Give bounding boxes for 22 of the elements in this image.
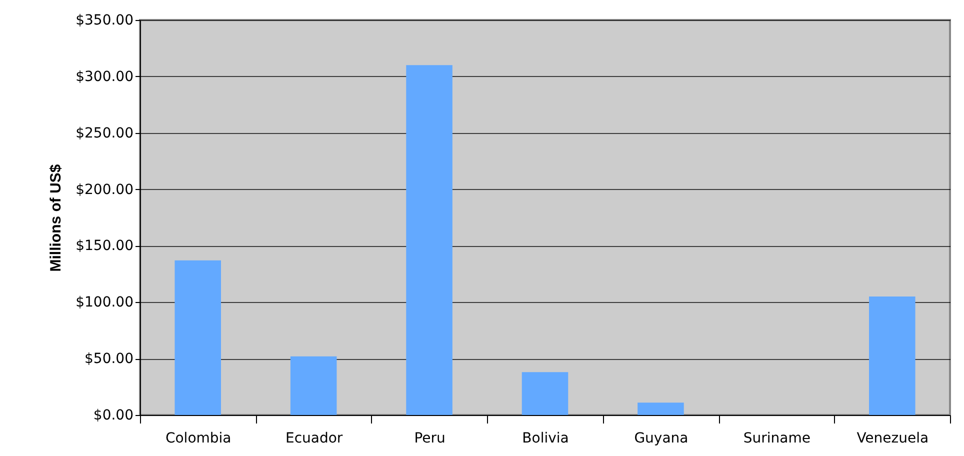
y-tick-label: $100.00: [76, 294, 134, 311]
y-tick-label: $300.00: [76, 68, 134, 85]
y-tick-label: $250.00: [76, 125, 134, 142]
bar: [522, 372, 568, 415]
x-tick-label: Guyana: [634, 430, 688, 446]
bar: [290, 356, 337, 415]
bar: [638, 402, 684, 415]
y-tick-label: $200.00: [76, 182, 134, 198]
bar: [174, 260, 221, 415]
x-tick-label: Colombia: [165, 430, 232, 446]
bar: [869, 296, 916, 415]
y-tick-label: $0.00: [93, 408, 134, 424]
y-tick-label: $350.00: [76, 12, 134, 28]
x-tick-label: Bolivia: [522, 430, 569, 446]
x-tick-label: Venezuela: [856, 430, 929, 446]
y-tick-label: $50.00: [84, 351, 134, 368]
x-tick-label: Ecuador: [285, 430, 343, 446]
x-tick-label: Peru: [414, 430, 446, 446]
y-axis-title: Millions of US$: [48, 164, 65, 272]
bar: [406, 65, 452, 415]
y-tick-label: $150.00: [76, 238, 134, 254]
x-tick-label: Suriname: [743, 430, 810, 446]
